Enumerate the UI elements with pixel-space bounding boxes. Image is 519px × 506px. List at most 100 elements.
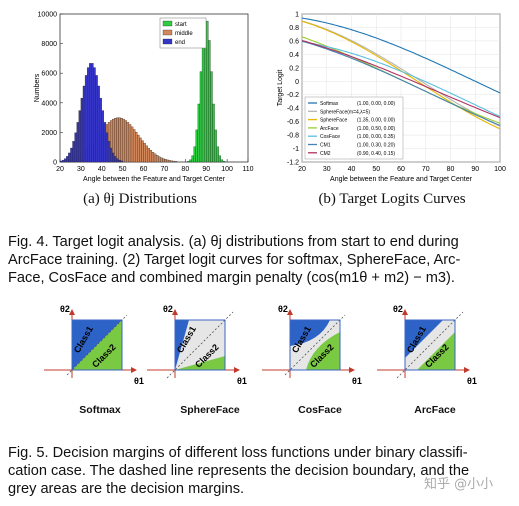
histogram-bar	[208, 40, 211, 163]
legend-swatch	[162, 29, 173, 36]
legend-params: (1.35, 0.00, 0.00)	[357, 118, 395, 124]
panel-square	[174, 319, 226, 371]
histogram-bar	[222, 161, 226, 163]
histogram-bar	[151, 152, 155, 163]
x-tick-label: 80	[181, 166, 189, 173]
histogram-bar	[187, 161, 190, 163]
histogram-bar	[214, 129, 217, 163]
histogram-bar	[197, 103, 201, 163]
histogram-bar	[68, 152, 71, 163]
x-tick-label: 20	[298, 166, 306, 173]
caption-line: Face, CosFace and combined margin penalt…	[8, 270, 455, 286]
histogram-bar	[105, 132, 109, 163]
x-tick-label: 40	[348, 166, 356, 173]
x-tick-label: 100	[221, 166, 233, 173]
histogram-bar	[114, 156, 117, 163]
legend-label: CM1	[320, 143, 331, 149]
histogram-bar	[116, 117, 119, 163]
x-axis-label: θ1	[467, 376, 477, 386]
y-tick-label: 6000	[41, 71, 57, 78]
histogram-bar	[162, 158, 165, 163]
histogram-bar	[206, 20, 209, 163]
histogram-bar	[116, 158, 119, 163]
y-tick-label: -0.4	[287, 106, 299, 113]
histogram-bar	[72, 141, 75, 163]
histogram-bar	[107, 141, 111, 163]
histogram-bar	[164, 159, 167, 163]
histogram-bar	[172, 160, 176, 163]
legend-label: ArcFace	[320, 126, 339, 132]
histogram-bar	[95, 75, 98, 163]
class2-region	[306, 332, 340, 370]
histogram-bar	[126, 122, 130, 163]
histogram-bar	[112, 152, 115, 163]
legend-label: Softmax	[320, 101, 339, 107]
histogram-bar	[155, 155, 159, 163]
class1-region	[405, 320, 443, 358]
y-tick-label: -1.2	[287, 160, 299, 167]
decision-boundary	[396, 311, 464, 379]
y-tick-label: 1	[295, 12, 299, 19]
series-line	[301, 20, 501, 127]
panel-square	[71, 319, 123, 371]
decision-margins-diagram: θ2θ1Class1Class2θ2θ1Class1Class2θ2θ1Clas…	[44, 304, 477, 386]
legend-label: start	[175, 22, 187, 28]
histogram-bar	[61, 159, 65, 163]
histogram-bar	[66, 156, 69, 163]
x-tick-label: 60	[140, 166, 148, 173]
x-tick-label: 60	[397, 166, 405, 173]
legend-label: SphereFace	[320, 118, 347, 124]
x-tick-label: 80	[447, 166, 455, 173]
y-tick-label: 8000	[41, 41, 57, 48]
histogram-bar	[170, 160, 173, 163]
x-tick-label: 90	[471, 166, 479, 173]
legend-params: (1.00, 0.00, 0.00)	[357, 101, 395, 107]
x-tick-label: 70	[422, 166, 430, 173]
logit-curves-chart: 1 0.8 0.6 0.4 0.2 0 -0.2 -0.4 -0.6 -0.8 -1 -1.220 30…	[277, 12, 506, 184]
y-tick-label: 0.4	[289, 52, 299, 59]
legend-params: (1.00, 0.30, 0.20)	[357, 143, 395, 149]
x-axis-label: θ1	[237, 376, 247, 386]
histogram-bar	[195, 129, 199, 163]
x-axis-label: θ1	[134, 376, 144, 386]
y-axis-label: θ2	[393, 304, 403, 314]
class2-region	[175, 356, 225, 370]
x-tick-label: 100	[494, 166, 506, 173]
histogram-bar	[99, 97, 102, 163]
series-line	[301, 40, 501, 127]
histogram-bar	[158, 156, 161, 163]
x-tick-label: 70	[161, 166, 169, 173]
y-tick-label: -0.8	[287, 133, 299, 140]
histogram-bar	[76, 122, 79, 163]
histogram-bar	[189, 159, 192, 163]
histogram-bar	[118, 159, 121, 163]
y-axis-label: θ2	[60, 304, 70, 314]
y-tick-label: 0	[295, 79, 299, 86]
histogram-bar	[114, 118, 117, 163]
panel-label-arcface: ArcFace	[414, 404, 456, 416]
subcaption-a: (a) θj Distributions	[83, 191, 197, 207]
histogram-bar	[193, 146, 196, 163]
panel-square	[289, 319, 341, 371]
histogram-bar	[120, 118, 123, 163]
histogram-bar	[101, 110, 105, 163]
histogram-bar	[132, 129, 136, 163]
decision-boundary	[166, 311, 234, 379]
x-tick-label: 20	[56, 166, 64, 173]
caption-line: cation case. The dashed line represents …	[8, 463, 470, 479]
panel-label-sphereface: SphereFace	[180, 404, 240, 416]
histogram-bar	[199, 71, 203, 163]
y-tick-label: 10000	[38, 12, 58, 19]
caption-line: ArcFace training. (2) Target logit curve…	[8, 252, 461, 268]
y-tick-label: -0.2	[287, 92, 299, 99]
histogram-bar	[70, 147, 73, 163]
panel-label-cosface: CosFace	[298, 404, 342, 416]
histogram-bar	[141, 140, 144, 163]
histogram-bar	[78, 110, 82, 163]
legend-label: CosFace	[320, 134, 340, 140]
x-axis-label: Angle between the Feature and Target Cen…	[330, 176, 473, 183]
